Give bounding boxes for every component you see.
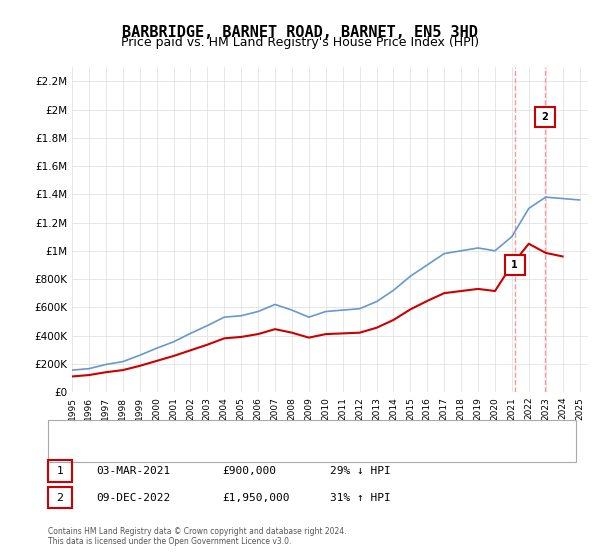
Text: £1,950,000: £1,950,000 [222,493,290,503]
Text: 09-DEC-2022: 09-DEC-2022 [96,493,170,503]
Text: BARBRIDGE, BARNET ROAD, BARNET, EN5 3HD: BARBRIDGE, BARNET ROAD, BARNET, EN5 3HD [122,25,478,40]
Text: 29% ↓ HPI: 29% ↓ HPI [330,466,391,476]
Text: 1: 1 [511,260,518,270]
Text: HPI: Average price, detached house, Barnet: HPI: Average price, detached house, Barn… [102,446,299,455]
Text: £900,000: £900,000 [222,466,276,476]
Text: 03-MAR-2021: 03-MAR-2021 [96,466,170,476]
Text: 31% ↑ HPI: 31% ↑ HPI [330,493,391,503]
Text: 2: 2 [56,493,64,503]
Text: ———: ——— [60,444,101,457]
Text: ———: ——— [60,425,101,439]
Text: BARBRIDGE, BARNET ROAD, BARNET, EN5 3HD (detached house): BARBRIDGE, BARNET ROAD, BARNET, EN5 3HD … [102,427,397,436]
Text: Price paid vs. HM Land Registry's House Price Index (HPI): Price paid vs. HM Land Registry's House … [121,36,479,49]
Text: 1: 1 [56,466,64,476]
Text: Contains HM Land Registry data © Crown copyright and database right 2024.
This d: Contains HM Land Registry data © Crown c… [48,526,347,546]
Text: 2: 2 [541,111,548,122]
